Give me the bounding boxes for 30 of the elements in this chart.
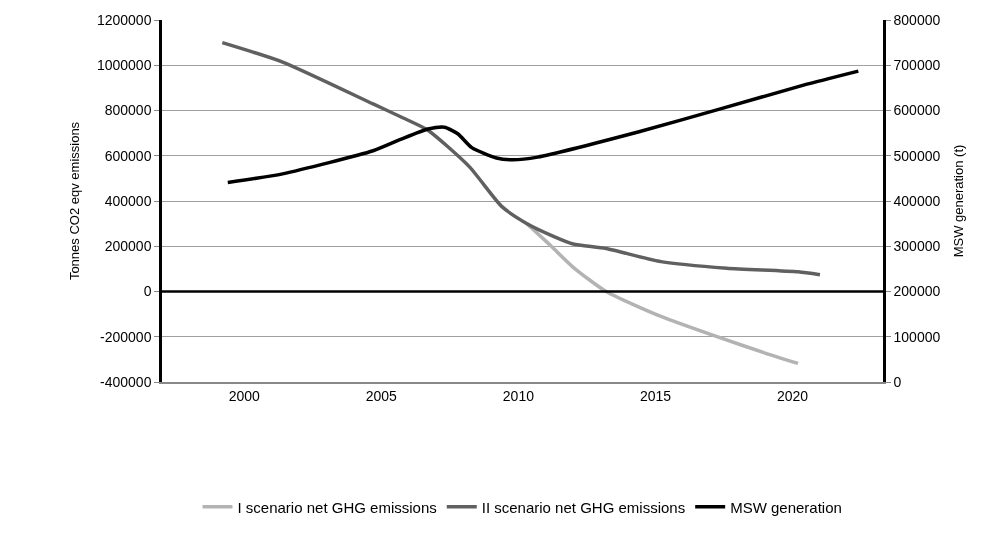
x-tick-label: 2015 [639,387,672,404]
y2-tick-label: 300000 [893,238,941,255]
line-series [220,40,822,277]
x-tick-label: 2005 [365,387,398,404]
x-tick-label: 2010 [502,387,535,404]
legend-label: II scenario net GHG emissions [481,498,686,516]
y2-tick-label: 100000 [893,328,941,345]
y2-tick-label: 500000 [893,147,941,164]
y2-tick-label: 200000 [893,283,941,300]
y-tick-label: -200000 [100,328,152,345]
y-tick-label: 200000 [104,238,152,255]
y2-tick-label: 0 [893,373,902,390]
y-tick-label: 400000 [104,192,152,209]
legend-label: I scenario net GHG emissions [237,498,437,516]
y2-tick-label: 600000 [893,102,941,119]
y2-axis-title: MSW generation (t) [951,144,967,258]
y-axis-title: Tonnes CO2 eqv emissions [66,121,82,281]
y-tick-label: 600000 [104,147,152,164]
y2-tick-label: 700000 [893,57,941,74]
y2-tick-label: 800000 [893,11,941,28]
y2-tick-label: 400000 [893,192,941,209]
y-tick-label: -400000 [100,373,152,390]
legend-label: MSW generation [730,498,842,516]
x-tick-label: 2000 [228,387,261,404]
y-tick-label: 1000000 [96,57,152,74]
line-series [226,69,861,185]
y-tick-label: 1200000 [96,11,152,28]
x-tick-label: 2020 [776,387,809,404]
y-tick-label: 800000 [104,102,152,119]
y-tick-label: 0 [143,283,152,300]
